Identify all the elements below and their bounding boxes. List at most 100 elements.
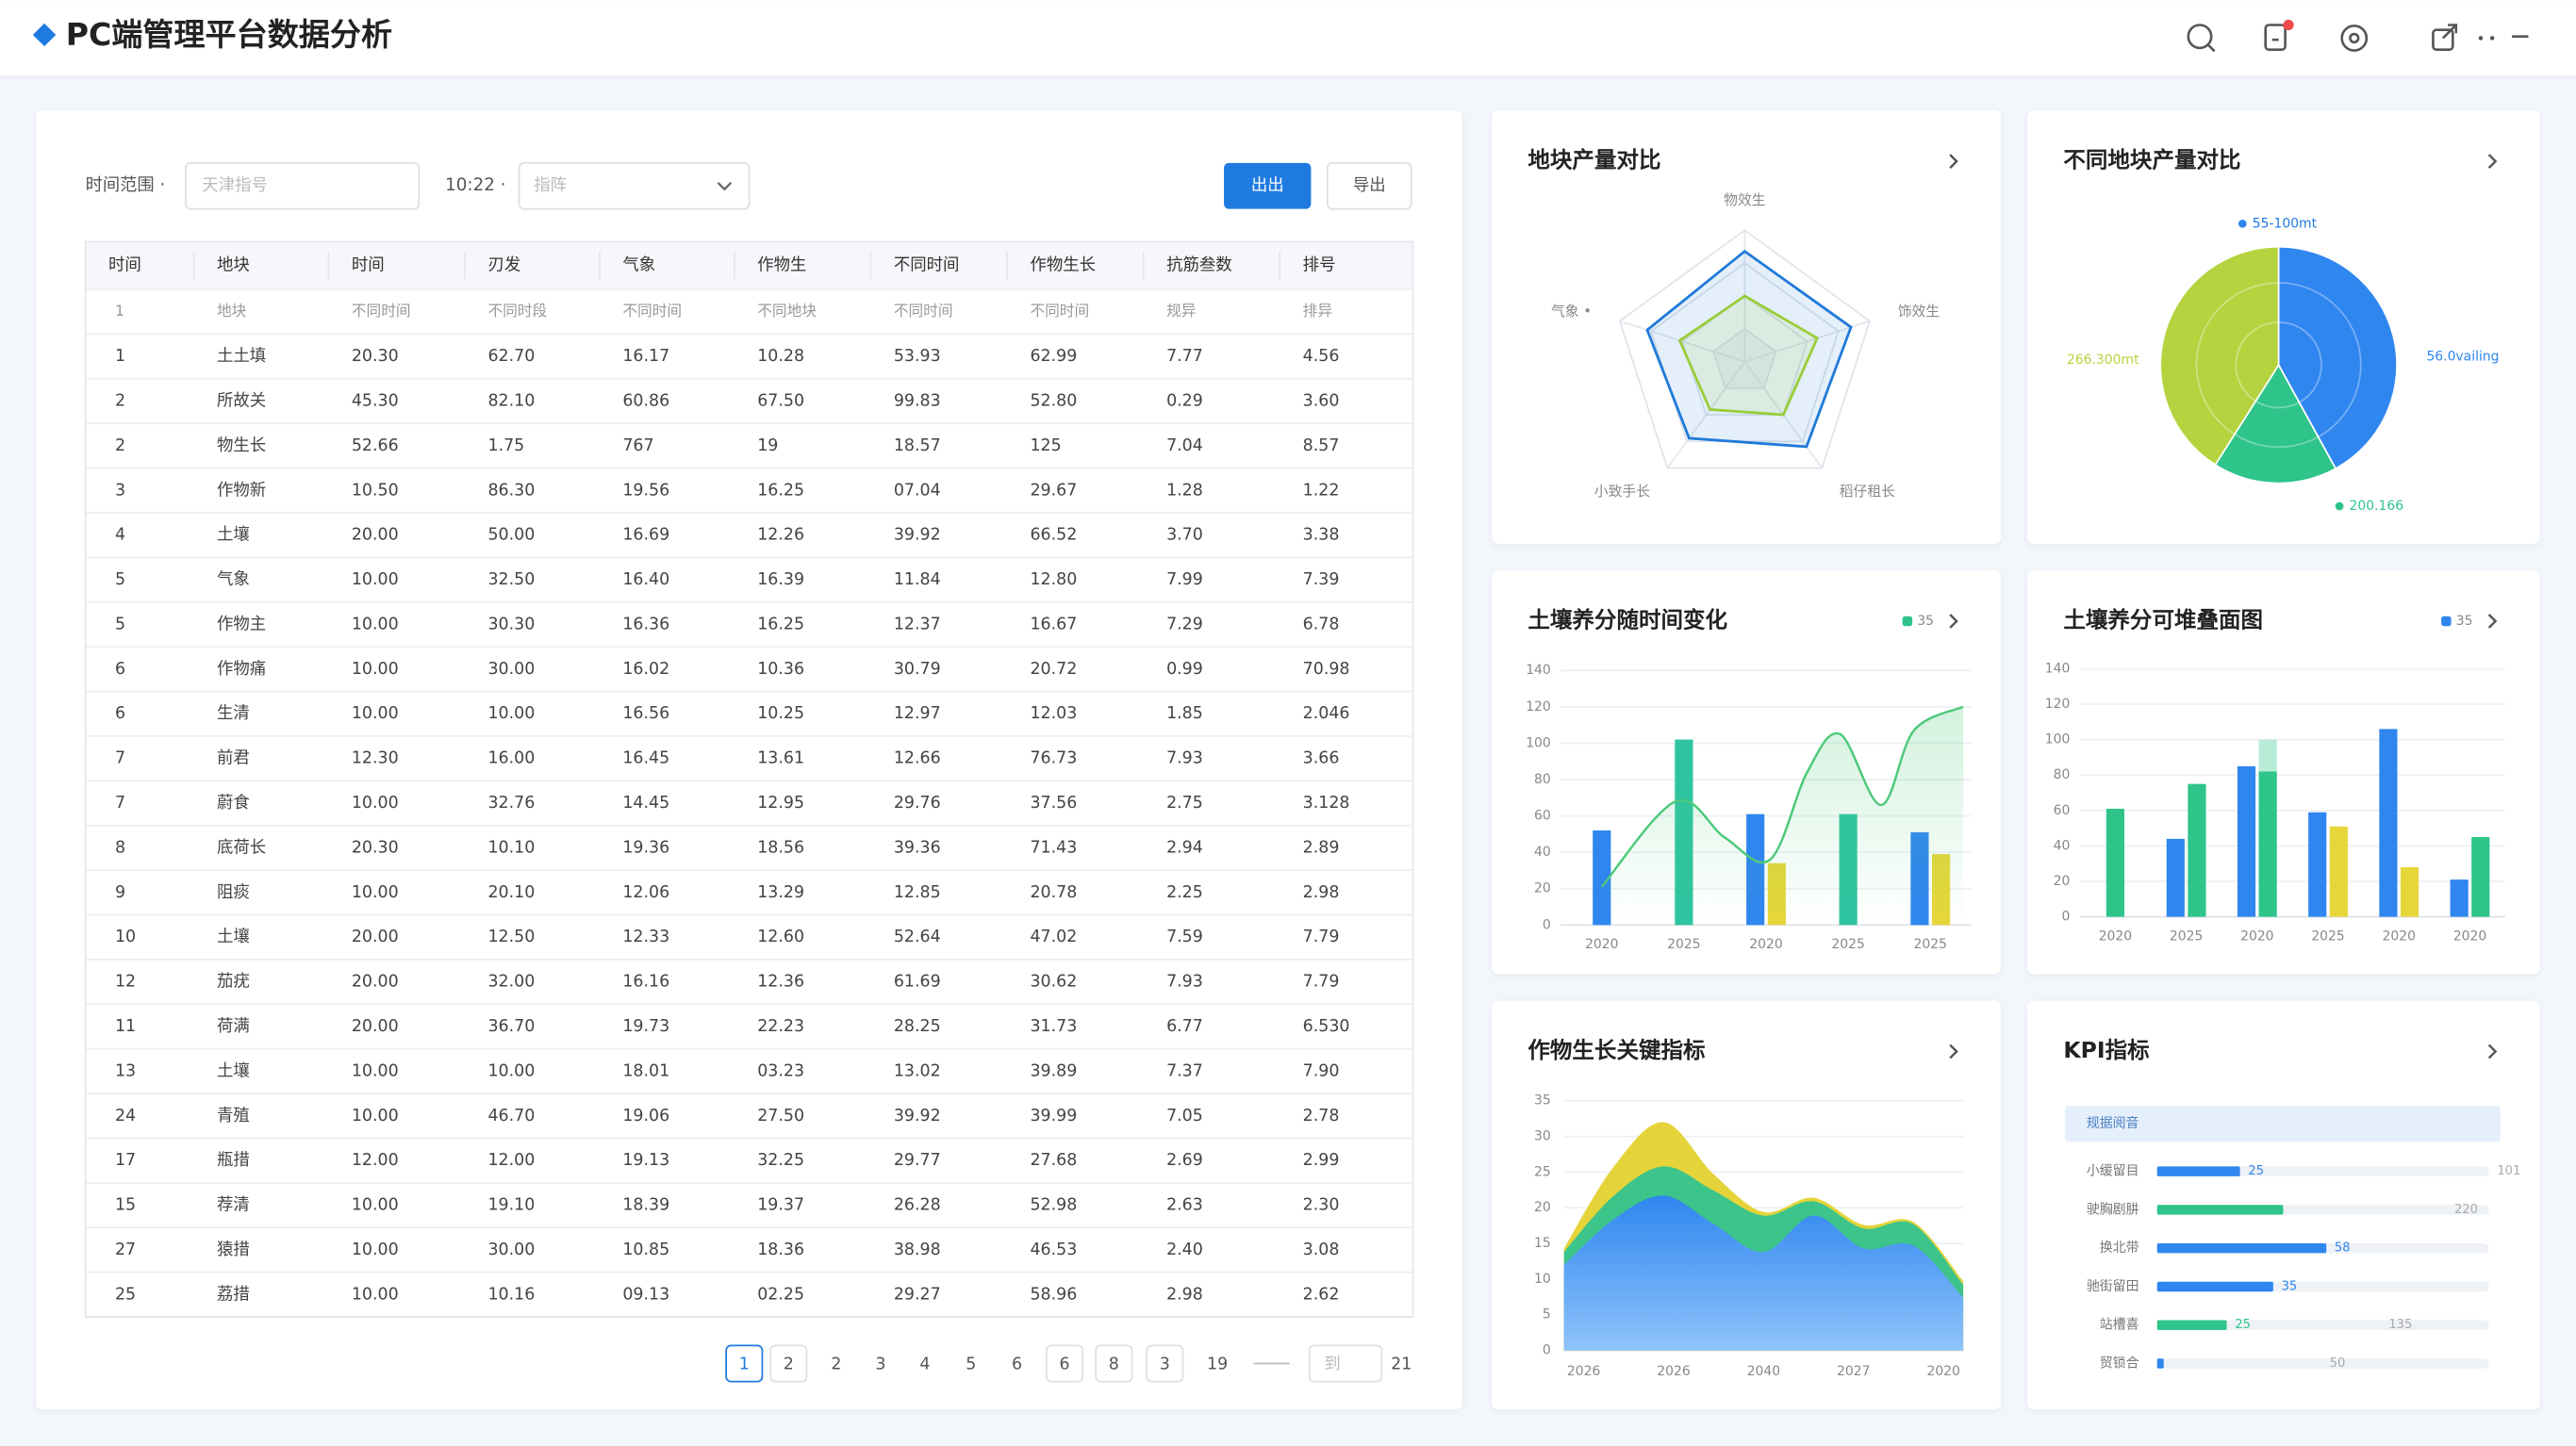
- panel-arrow[interactable]: [1949, 614, 1958, 629]
- legend-dot: [2237, 219, 2247, 228]
- date-input[interactable]: [185, 161, 421, 210]
- select[interactable]: [518, 161, 751, 210]
- settings-icon[interactable]: [2340, 25, 2369, 52]
- table-cell: 19.36: [622, 838, 669, 857]
- panel-title: 作物生长关键指标: [1527, 1037, 1705, 1063]
- more-dot: [2478, 36, 2484, 41]
- table-cell: 阻痰: [217, 883, 250, 902]
- bar: [2329, 826, 2348, 917]
- input-placeholder: 天津指号: [202, 176, 268, 195]
- y-tick-label: 20: [1534, 881, 1551, 896]
- pie-label: 56.0vailing: [2426, 349, 2499, 364]
- logo: [32, 23, 57, 47]
- table-subheader: 规异: [1166, 302, 1196, 320]
- page-box[interactable]: [1146, 1344, 1184, 1383]
- panel-title: 土壤养分可堆叠面图: [2063, 606, 2263, 633]
- kpi-bar: [2156, 1242, 2327, 1254]
- search-icon[interactable]: [2187, 24, 2216, 53]
- notify-icon[interactable]: [2264, 24, 2287, 51]
- kpi-bar: [2156, 1281, 2273, 1292]
- page-number: 19: [1207, 1355, 1228, 1373]
- table-cell: 7.59: [1166, 928, 1203, 946]
- radar-grid: [1618, 229, 1871, 469]
- y-tick-label: 140: [2045, 662, 2071, 677]
- table-cell: 6: [115, 660, 125, 679]
- query-button[interactable]: [1224, 162, 1312, 209]
- table-cell: 16.67: [1030, 615, 1077, 633]
- kpi-target: 135: [2388, 1318, 2412, 1332]
- table-cell: 30.62: [1030, 973, 1077, 992]
- table-cell: 27.50: [757, 1107, 804, 1126]
- table-cell: 7.99: [1166, 570, 1203, 589]
- table-cell: 2.62: [1303, 1285, 1340, 1304]
- table-cell: 20.00: [352, 1017, 399, 1036]
- bar: [2308, 812, 2327, 917]
- table-cell: 3.08: [1303, 1241, 1340, 1259]
- table-cell: 52.64: [894, 928, 941, 946]
- page-box[interactable]: [1095, 1344, 1133, 1383]
- table-cell: 53.93: [894, 347, 941, 366]
- table-cell: 5: [115, 615, 125, 633]
- page-number: 4: [919, 1355, 930, 1373]
- share-icon[interactable]: [2432, 24, 2458, 51]
- table-cell: 7.79: [1303, 928, 1340, 946]
- table-cell: 22.23: [757, 1017, 804, 1036]
- table-cell: 19.37: [757, 1196, 804, 1215]
- page-box[interactable]: [769, 1344, 808, 1383]
- table-cell: 36.70: [487, 1017, 535, 1036]
- kpi-label: 驶胸剧肼: [2087, 1202, 2139, 1217]
- kpi-value: 58: [2335, 1241, 2351, 1256]
- pie-label: 266.300mt: [2067, 353, 2139, 368]
- export-button[interactable]: [1326, 161, 1412, 210]
- panel-arrow[interactable]: [2487, 154, 2498, 169]
- table-cell: 10.00: [352, 1285, 399, 1304]
- panel-arrow[interactable]: [2487, 614, 2498, 629]
- table-cell: 作物痛: [217, 660, 266, 679]
- kpi-track: [2156, 1320, 2489, 1330]
- y-tick-label: 35: [1534, 1093, 1551, 1109]
- table-cell: 45.30: [352, 392, 399, 411]
- page-box[interactable]: [725, 1344, 764, 1383]
- table-cell: 12.06: [622, 883, 669, 902]
- table-cell: 16.25: [757, 615, 804, 633]
- x-tick-label: 2025: [2170, 929, 2203, 945]
- panel-arrow[interactable]: [2487, 1043, 2498, 1060]
- panel-title: 不同地块产量对比: [2063, 147, 2240, 173]
- query-button-text: 出出: [1251, 176, 1284, 195]
- table-cell: 物生长: [217, 436, 266, 455]
- page-number: 6: [1012, 1355, 1022, 1373]
- table-cell: 18.01: [622, 1061, 669, 1080]
- table-cell: 16.25: [757, 481, 804, 500]
- y-tick-label: 80: [1534, 772, 1551, 787]
- table-cell: 12.33: [622, 928, 669, 946]
- table-cell: 09.13: [622, 1285, 669, 1304]
- table-cell: 32.00: [487, 973, 535, 992]
- table-cell: 2.63: [1166, 1196, 1203, 1215]
- x-tick-label: 2026: [1567, 1364, 1600, 1379]
- stacked-area: [1563, 1195, 1964, 1351]
- table-cell: 71.43: [1030, 838, 1077, 857]
- page-box[interactable]: [1046, 1344, 1084, 1383]
- table-cell: 16.69: [622, 526, 669, 545]
- jump-input[interactable]: [1308, 1344, 1383, 1383]
- table-cell: 16.39: [757, 570, 804, 589]
- table-cell: 9: [115, 883, 125, 902]
- radar-spoke: [1666, 361, 1746, 468]
- table-cell: 20.00: [352, 526, 399, 545]
- table-cell: 猿措: [217, 1241, 250, 1259]
- table-cell: 2.75: [1166, 794, 1203, 813]
- kpi-target: 50: [2330, 1356, 2346, 1371]
- column-header: 不同时间: [894, 256, 960, 275]
- table-subheader: 不同时间: [352, 302, 411, 320]
- table-subheader: 不同时间: [1030, 302, 1089, 320]
- table-subheader: 不同地块: [757, 302, 817, 320]
- panel-arrow[interactable]: [1949, 154, 1958, 169]
- table-cell: 20.30: [352, 347, 399, 366]
- panel-arrow[interactable]: [1949, 1043, 1958, 1060]
- table-cell: 30.00: [487, 1241, 535, 1259]
- page-number: 3: [875, 1355, 885, 1373]
- legend-label: 35: [1917, 614, 1934, 629]
- page-number: 3: [1160, 1355, 1170, 1373]
- table-cell: 67.50: [757, 392, 804, 411]
- table-cell: 10.00: [352, 660, 399, 679]
